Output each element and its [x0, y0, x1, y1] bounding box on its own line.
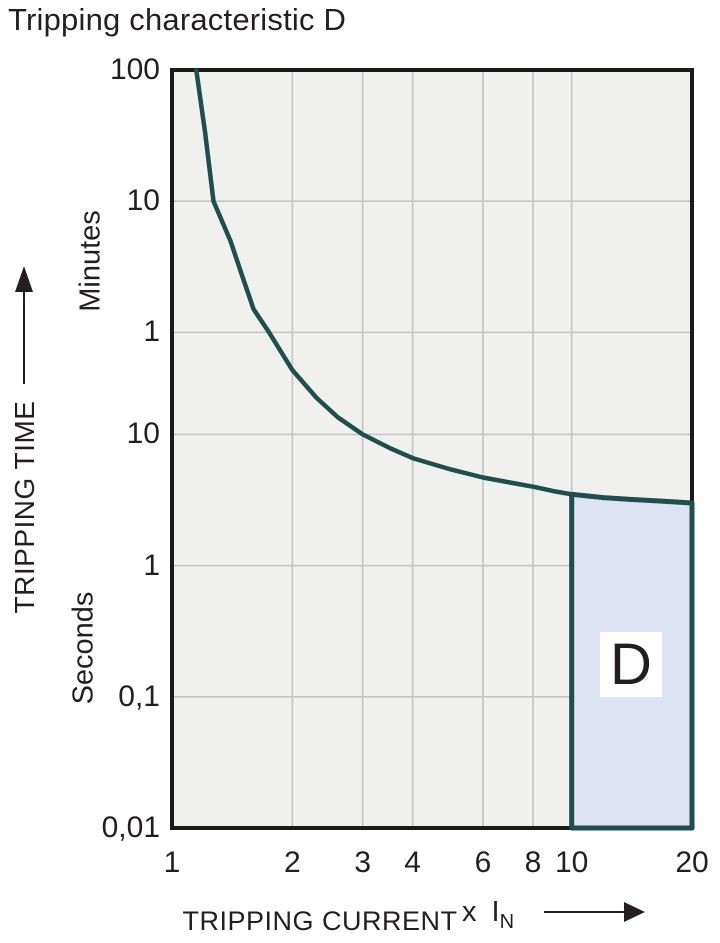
y-tick-label: 1 [143, 548, 160, 582]
y-tick-label: 10 [126, 184, 160, 218]
y-unit-seconds-label: Seconds [67, 591, 100, 705]
page-title: Tripping characteristic D [8, 2, 347, 37]
y-tick-label: 100 [109, 53, 160, 86]
x-tick-label: 4 [404, 846, 421, 879]
up-arrow-icon [15, 266, 33, 384]
x-axis-unit-subscript: N [499, 910, 515, 933]
region-label-box: D [600, 632, 662, 697]
x-axis-title: TRIPPING CURRENT [182, 906, 458, 936]
y-tick-label: 0,01 [101, 811, 160, 844]
y-tick-label: 0,1 [118, 679, 160, 713]
x-tick-label: 6 [474, 846, 492, 879]
y-axis-title: TRIPPING TIME [9, 400, 40, 614]
x-tick-label: 20 [675, 846, 709, 879]
x-tick-label: 10 [554, 846, 589, 879]
region-label: D [610, 631, 652, 697]
y-tick-label: 10 [126, 417, 160, 451]
x-axis-unit-symbol: I [491, 896, 500, 928]
x-tick-label: 3 [354, 846, 372, 879]
x-tick-label: 8 [524, 846, 542, 879]
y-tick-label: 1 [143, 315, 160, 349]
x-tick-label: 2 [283, 846, 301, 879]
y-unit-minutes-label: Minutes [74, 210, 107, 312]
x-axis-unit: x IN [462, 896, 514, 932]
plot-frame [170, 68, 694, 830]
right-arrow-icon [544, 902, 645, 922]
x-axis-unit-mult: x [462, 896, 477, 928]
x-tick-label: 1 [163, 846, 181, 879]
